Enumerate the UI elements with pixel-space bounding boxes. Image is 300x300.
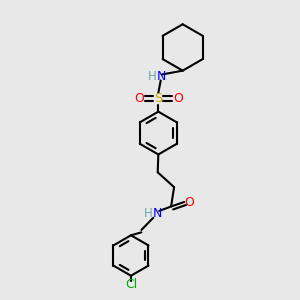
Text: Cl: Cl bbox=[125, 278, 137, 290]
Text: O: O bbox=[134, 92, 144, 105]
Text: H: H bbox=[147, 70, 156, 83]
Text: S: S bbox=[154, 92, 163, 105]
Text: N: N bbox=[152, 207, 162, 220]
Text: N: N bbox=[157, 70, 166, 83]
Text: O: O bbox=[184, 196, 194, 208]
Text: O: O bbox=[173, 92, 183, 105]
Text: H: H bbox=[144, 207, 153, 220]
